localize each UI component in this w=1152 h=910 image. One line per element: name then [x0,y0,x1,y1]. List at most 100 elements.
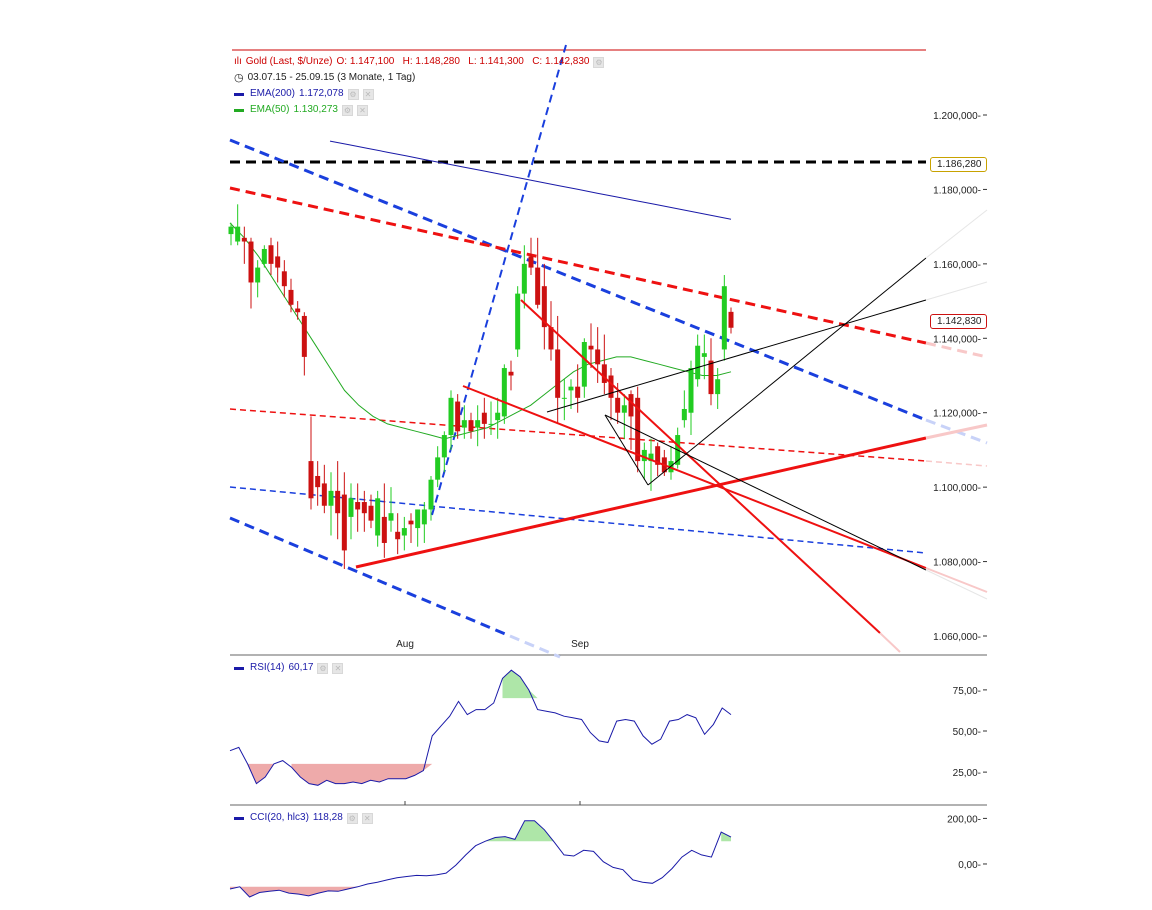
settings-icon[interactable]: ⚙ [347,88,359,100]
blue-channel-line [229,486,927,554]
rsi-value: 60,17 [288,662,314,673]
rsi-line [229,669,732,786]
ema200-swatch [234,92,244,96]
candle-down [541,286,547,328]
candle-down [355,502,361,510]
candle-up [428,479,434,510]
cci-label: CCI(20, hlc3) [250,812,309,823]
settings-icon[interactable]: ⚙ [341,104,353,116]
price-tick-label: 1.180,000- [933,185,981,196]
price-tick-label: 1.160,000- [933,260,981,271]
candle-up [581,342,587,387]
candle-down [601,364,607,383]
candle-down [468,420,474,432]
cci-oversold-fill [230,886,368,897]
black-rising-line-b-ext [925,209,988,259]
ema50-swatch [234,108,244,112]
cci-tick-label: 200,00- [947,814,981,825]
settings-icon[interactable]: ⚙ [346,812,358,824]
candle-down [635,397,641,462]
ohlc-values: O: 1.147,100 H: 1.148,280 L: 1.141,300 C… [336,56,590,67]
price-axis-ticks: 1.200,000- 1.180,000- 1.160,000- 1.140,000-… [933,111,987,643]
red-falling-line-a [462,385,927,569]
candle-up [261,248,267,264]
candle-up [688,368,694,413]
panel-frames [230,49,987,806]
candle-down [288,289,294,305]
candle-up [568,386,574,391]
candle-down [555,349,561,398]
candle-down [615,397,621,413]
rsi-label: RSI(14) [250,662,285,673]
settings-icon[interactable]: ⚙ [593,56,605,68]
candle-down [708,360,714,395]
last-price-tag: 1.142,830 [930,314,987,329]
candle-up [348,498,354,517]
candle-down [315,475,321,488]
rsi-tick-label: 50,00- [953,727,981,738]
black-falling-line-ext [925,569,988,600]
candle-down [548,327,554,350]
time-axis-ticks: Aug Sep [396,639,589,805]
candle-up [388,513,394,521]
candle-down [481,412,487,424]
candle-down [295,308,301,313]
candle-down [608,375,614,398]
moving-averages [229,140,732,440]
cci-swatch [234,816,244,820]
ema50-value: 1.130,273 [293,104,338,115]
bar-chart-icon: ılı [234,56,242,67]
candle-down [368,505,374,521]
last-price-text: 1.142,830 [937,316,982,327]
candle-up [421,509,427,525]
candle-down [248,241,254,283]
candle-up [561,397,567,399]
trend-lines-foreground [355,209,988,653]
black-rising-line-a-ext [925,281,988,301]
candle-down [508,371,514,376]
period-legend: ◷ 03.07.15 - 25.09.15 (3 Monate, 1 Tag) [234,71,415,85]
candle-up [228,226,234,235]
time-tick-label: Sep [571,639,589,650]
close-icon[interactable]: ✕ [332,662,344,674]
candle-down [341,494,347,551]
candle-up [621,405,627,413]
instrument-name: Gold (Last, $/Unze) [245,56,333,67]
cci-line [229,820,732,898]
close-icon[interactable]: ✕ [362,88,374,100]
candle-up [715,379,721,395]
candle-up [501,368,507,417]
blue-downtrend-upper [229,138,927,422]
ema50-legend: EMA(50) 1.130,273 ⚙ ✕ [234,103,368,117]
candle-up [515,293,521,350]
candle-up [475,420,481,428]
candle-up [441,435,447,458]
candle-up [701,353,707,357]
settings-icon[interactable]: ⚙ [317,662,329,674]
cci-tick-label: 0,00- [958,860,981,871]
instrument-legend: ılı Gold (Last, $/Unze) O: 1.147,100 H: … [234,55,605,69]
ema50-line [229,222,732,440]
price-tick-label: 1.140,000- [933,334,981,345]
candle-down [308,461,314,499]
close-icon[interactable]: ✕ [356,104,368,116]
close-icon[interactable]: ✕ [361,812,373,824]
rsi-tick-label: 25,00- [953,768,981,779]
candle-up [461,420,467,428]
candle-down [628,394,634,417]
candle-up [415,509,421,529]
price-tick-label: 1.100,000- [933,483,981,494]
rsi-tick-label: 75,00- [953,686,981,697]
candle-up [375,498,381,536]
ema200-line [329,140,732,220]
price-tick-label: 1.120,000- [933,409,981,420]
candle-up [235,226,241,242]
red-channel-line-ext [925,460,988,467]
red-downtrend-upper [229,186,927,345]
ema200-label: EMA(200) [250,88,296,99]
candle-down [528,256,534,268]
rsi-swatch [234,666,244,670]
red-downtrend-upper-ext [925,341,988,359]
